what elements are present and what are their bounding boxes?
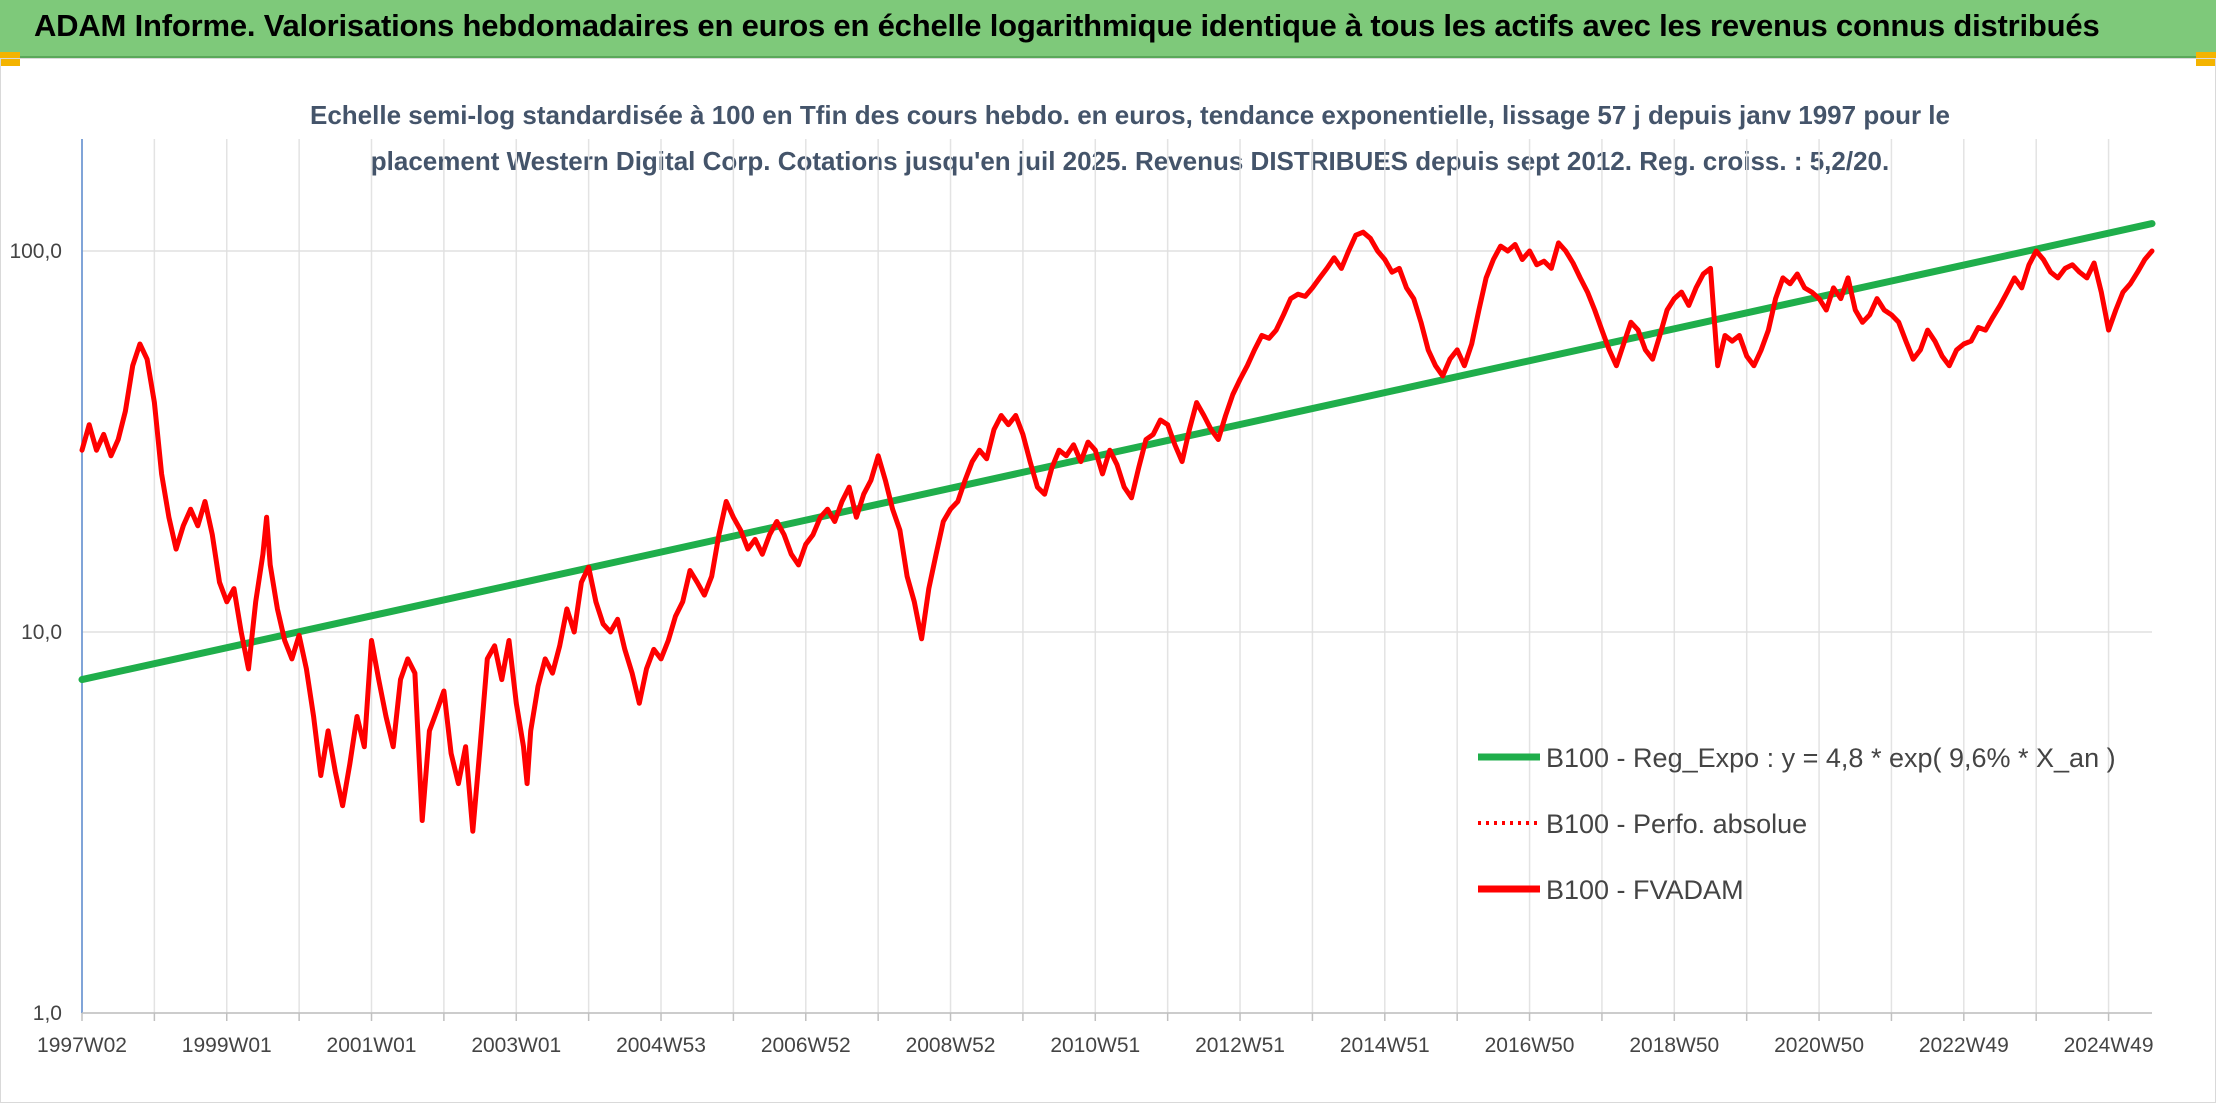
report-title: ADAM Informe. Valorisations hebdomadaire… — [34, 8, 2100, 43]
legend-label: B100 - Reg_Expo : y = 4,8 * exp( 9,6% * … — [1546, 743, 2116, 773]
legend-label: B100 - Perfo. absolue — [1546, 809, 1807, 839]
x-tick-label: 2020W50 — [1774, 1034, 1864, 1057]
grid-lines — [81, 139, 2152, 1014]
corner-marker-right — [2196, 52, 2216, 66]
chart-title-line-1: Echelle semi-log standardisée à 100 en T… — [309, 100, 1950, 130]
x-tick-label: 2003W01 — [471, 1034, 561, 1057]
legend: B100 - Reg_Expo : y = 4,8 * exp( 9,6% * … — [1478, 743, 2116, 905]
x-tick-label: 2016W50 — [1485, 1034, 1575, 1057]
y-tick-label: 100,0 — [9, 240, 62, 263]
series-lines — [78, 220, 2156, 834]
x-tick-label: 2024W49 — [2064, 1034, 2154, 1057]
chart-title: Echelle semi-log standardisée à 100 en T… — [210, 92, 2050, 184]
x-tick-label: 2022W49 — [1919, 1034, 2009, 1057]
series-line-trend — [78, 220, 2156, 684]
x-tick-label: 2004W53 — [616, 1034, 706, 1057]
x-tick-label: 1999W01 — [182, 1034, 272, 1057]
x-tick-label: 2010W51 — [1050, 1034, 1140, 1057]
x-tick-label: 1997W02 — [37, 1034, 127, 1057]
chart-title-line-2: placement Western Digital Corp. Cotation… — [370, 146, 1890, 176]
y-tick-label: 1,0 — [33, 1002, 62, 1025]
x-tick-label: 2001W01 — [327, 1034, 417, 1057]
x-tick-label: 2006W52 — [761, 1034, 851, 1057]
x-tick-label: 2012W51 — [1195, 1034, 1285, 1057]
x-tick-label: 2018W50 — [1629, 1034, 1719, 1057]
y-tick-label: 10,0 — [21, 621, 62, 644]
corner-marker-left — [0, 52, 20, 66]
axes — [81, 139, 2152, 1021]
tick-labels: 1,0 10,0 100,0 1997W02 1999W01 2001W01 2003W01… — [9, 240, 2153, 1057]
series-line-2 — [79, 229, 2155, 834]
report-banner: ADAM Informe. Valorisations hebdomadaire… — [0, 0, 2216, 58]
x-tick-label: 2014W51 — [1340, 1034, 1430, 1057]
x-tick-label: 2008W52 — [906, 1034, 996, 1057]
legend-label: B100 - FVADAM — [1546, 875, 1744, 905]
